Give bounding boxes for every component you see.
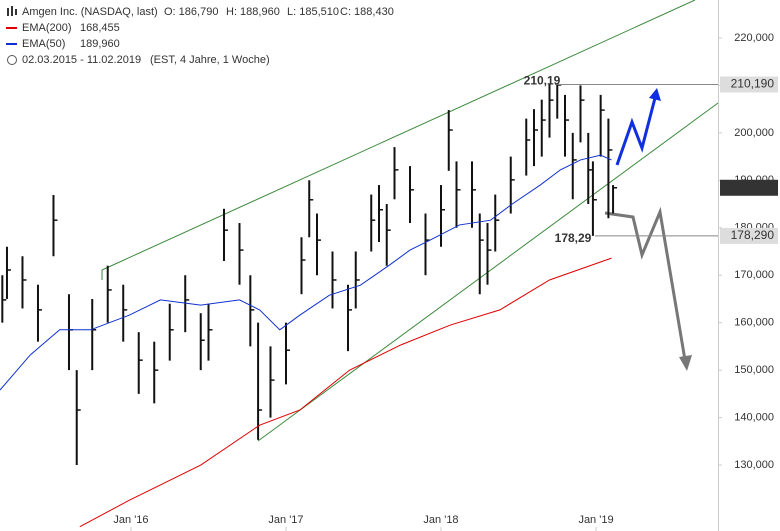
ema-line xyxy=(0,154,612,391)
price-marker-box xyxy=(720,76,778,93)
header: Amgen Inc. (NASDAQ, last) O: 186,790 H: … xyxy=(7,6,394,66)
legend-label: EMA(50) xyxy=(22,38,65,50)
ohlc-icon xyxy=(11,6,13,16)
level-note: 210,19 xyxy=(524,74,561,88)
y-tick-label: 220,000 xyxy=(734,32,774,44)
upper-trendline xyxy=(101,0,696,271)
x-tick-label: Jan '19 xyxy=(578,514,613,526)
ohlc-text: L: 185,510 xyxy=(287,6,339,18)
price-marker-label: 178,290 xyxy=(731,228,775,242)
period: 02.03.2015 - 11.02.2019 xyxy=(22,54,141,66)
legend: EMA(200) 168,455 EMA(50) 189,960 xyxy=(6,22,120,50)
chart-title: Amgen Inc. (NASDAQ, last) xyxy=(22,6,158,18)
y-tick-label: 140,000 xyxy=(734,411,774,423)
up-arrow-head xyxy=(649,88,661,101)
y-tick-label: 160,000 xyxy=(734,317,774,329)
down-arrow xyxy=(604,206,687,361)
ohlc-text: O: 186,790 xyxy=(164,6,218,18)
y-tick-label: 170,000 xyxy=(734,269,774,281)
period-note: (EST, 4 Jahre, 1 Woche) xyxy=(150,54,270,66)
price-marker-box xyxy=(720,179,778,196)
down-arrow-head xyxy=(679,355,692,371)
projection-arrows xyxy=(604,88,692,371)
legend-value: 168,455 xyxy=(80,22,120,34)
ohlc-icon xyxy=(7,8,9,16)
ema-line xyxy=(79,257,612,528)
legend-value: 189,960 xyxy=(80,38,120,50)
up-arrow xyxy=(615,97,657,166)
y-tick-label: 200,000 xyxy=(734,127,774,139)
x-tick-label: Jan '16 xyxy=(113,514,148,526)
price-marker-box xyxy=(720,227,778,244)
x-tick-label: Jan '17 xyxy=(268,514,303,526)
y-tick-label: 150,000 xyxy=(734,364,774,376)
ohlc-icon xyxy=(15,9,17,15)
clock-icon xyxy=(7,55,17,65)
ohlc-text: C: 188,430 xyxy=(340,6,394,18)
ohlc-text: H: 188,960 xyxy=(226,6,280,18)
y-tick-label: 130,000 xyxy=(734,459,774,471)
price-marker-label: 188,430 xyxy=(731,180,775,194)
level-note: 178,29 xyxy=(555,231,592,245)
legend-label: EMA(200) xyxy=(22,22,72,34)
price-marker-label: 210,190 xyxy=(731,77,775,91)
x-tick-label: Jan '18 xyxy=(423,514,458,526)
